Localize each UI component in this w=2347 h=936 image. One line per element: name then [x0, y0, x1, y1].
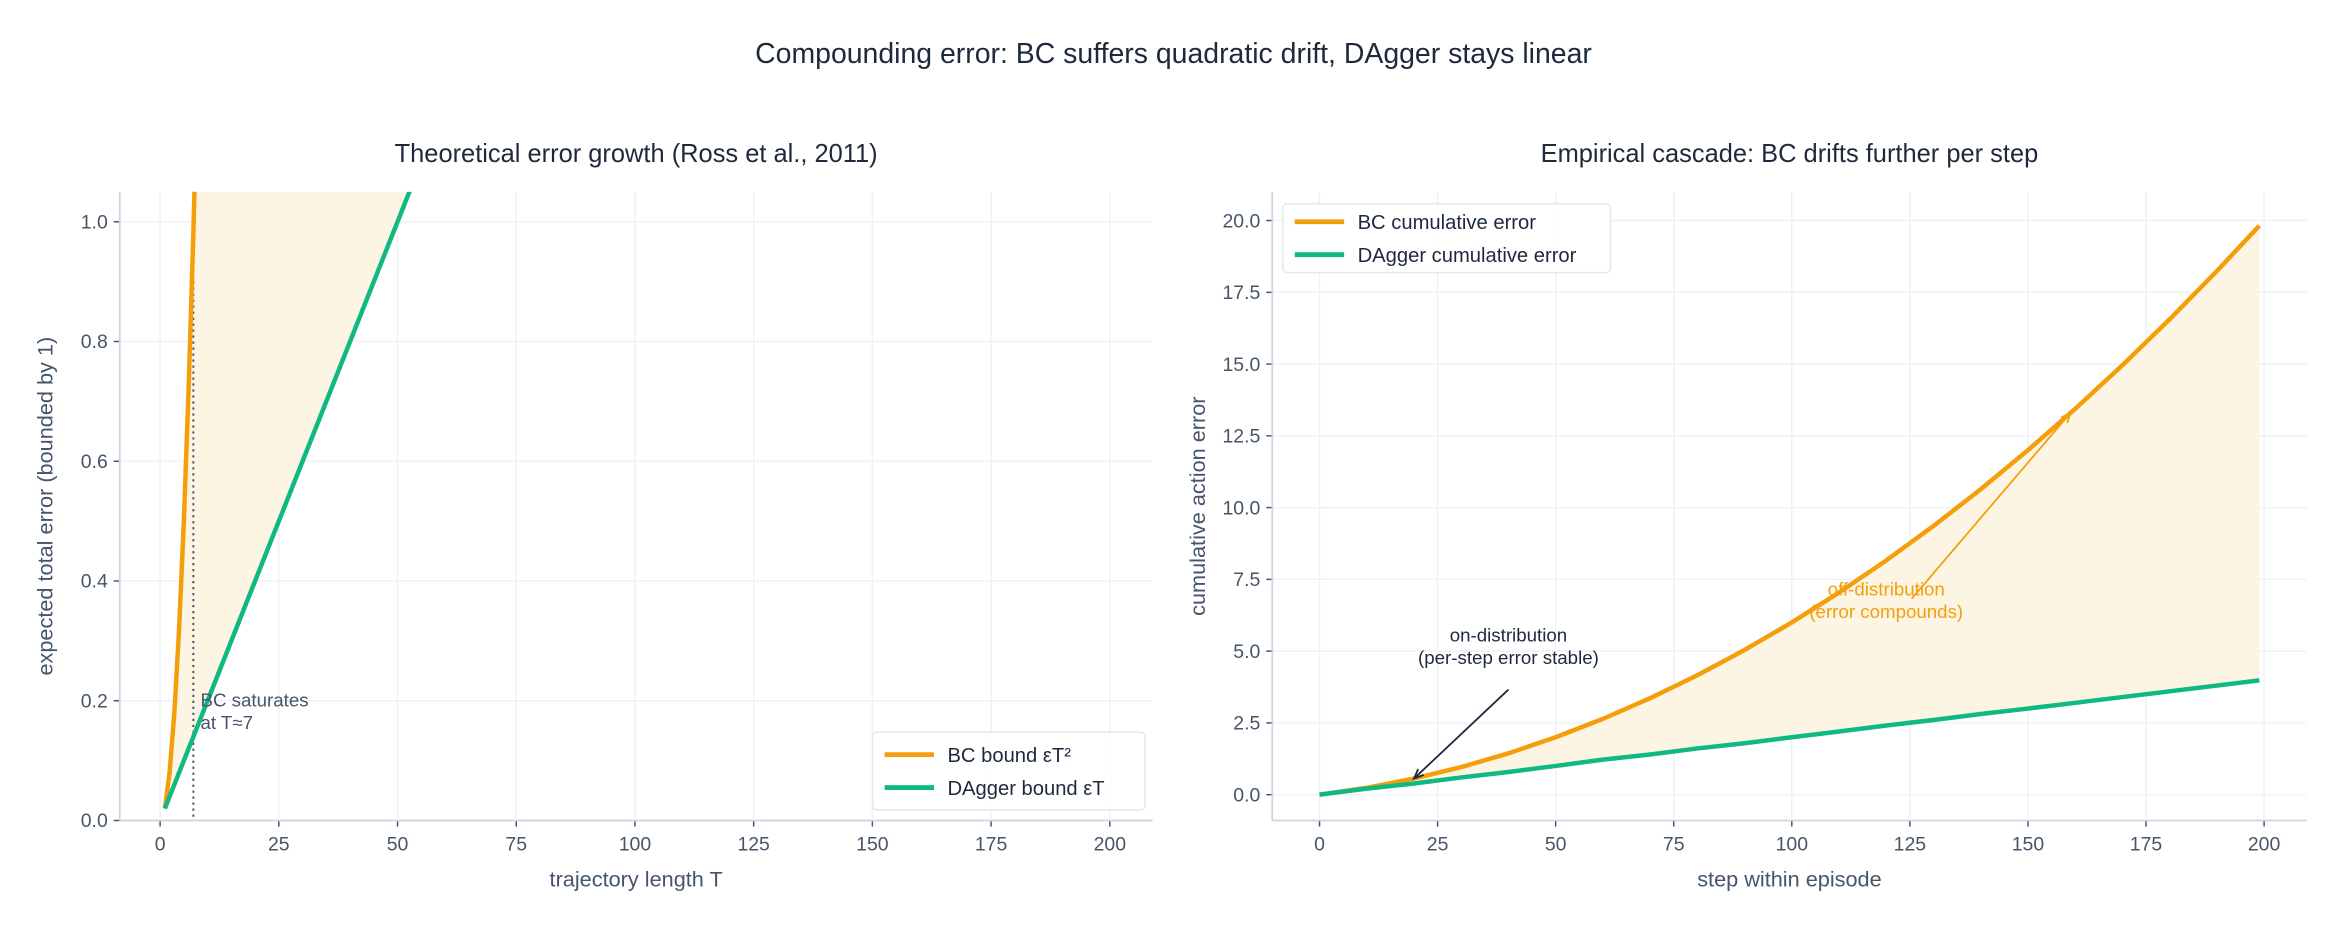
legend-label-bc: BC cumulative error	[1358, 212, 1537, 234]
y-tick-label: 17.5	[1222, 282, 1260, 304]
series-line-bc	[162, 191, 197, 809]
x-axis-label: step within episode	[1697, 866, 1881, 891]
x-tick-label: 175	[2130, 833, 2162, 855]
x-tick-label: 50	[1545, 833, 1567, 855]
annotation-arrow	[1911, 412, 2072, 600]
right-chart-empirical: Empirical cascade: BC drifts further per…	[1185, 140, 2307, 891]
x-tick-label: 50	[387, 833, 409, 855]
left-chart-theoretical: Theoretical error growth (Ross et al., 2…	[32, 140, 1153, 891]
y-tick-label: 20.0	[1222, 210, 1260, 232]
annotation-text: at T≈7	[200, 712, 253, 733]
y-tick-label: 12.5	[1222, 426, 1260, 448]
annotation-text: (per-step error stable)	[1418, 647, 1599, 668]
y-tick-label: 15.0	[1222, 354, 1260, 376]
y-tick-label: 2.5	[1233, 713, 1260, 735]
legend-box	[871, 731, 1146, 811]
x-tick-label: 200	[1094, 833, 1127, 855]
legend: BC cumulative error DAgger cumulative err…	[1282, 203, 1612, 274]
x-tick-label: 0	[155, 833, 166, 855]
x-tick-label: 175	[975, 833, 1007, 855]
y-axis-label: cumulative action error	[1185, 396, 1210, 615]
y-tick-label: 5.0	[1233, 641, 1260, 663]
x-tick-label: 0	[1314, 833, 1325, 855]
y-tick-label: 0.2	[81, 690, 108, 712]
chart-title: Theoretical error growth (Ross et al., 2…	[395, 140, 878, 168]
series-line-dagger	[162, 191, 412, 810]
annotation-arrow	[1413, 688, 1510, 780]
x-axis-label: trajectory length T	[550, 866, 723, 891]
legend: BC bound εT² DAgger bound εT	[871, 731, 1146, 811]
x-tick-label: 150	[2012, 833, 2045, 855]
legend-label-dagger: DAgger cumulative error	[1358, 245, 1577, 267]
annotation-text: (error compounds)	[1809, 601, 1963, 622]
x-tick-label: 125	[737, 833, 769, 855]
legend-label-dagger: DAgger bound εT	[947, 778, 1104, 800]
legend-label-bc: BC bound εT²	[947, 745, 1071, 767]
x-tick-label: 25	[268, 833, 290, 855]
annotation-text: off-distribution	[1828, 579, 1945, 600]
y-tick-label: 0.0	[1233, 784, 1260, 806]
x-tick-label: 100	[619, 833, 652, 855]
x-tick-label: 25	[1427, 833, 1449, 855]
y-tick-label: 0.0	[81, 810, 108, 832]
chart-title: Empirical cascade: BC drifts further per…	[1541, 140, 2039, 168]
y-tick-label: 1.0	[81, 212, 108, 234]
shaded-region-between-series	[1319, 225, 2260, 795]
x-tick-label: 150	[856, 833, 889, 855]
annotation-arrowhead	[1412, 768, 1425, 781]
y-tick-label: 0.4	[81, 571, 108, 593]
series-line-bc	[1319, 224, 2261, 797]
annotation-text: on-distribution	[1450, 625, 1567, 646]
annotation-arrowhead	[2060, 411, 2072, 424]
x-tick-label: 75	[1663, 833, 1685, 855]
x-tick-label: 75	[505, 833, 527, 855]
x-tick-label: 100	[1776, 833, 1809, 855]
y-tick-label: 7.5	[1233, 569, 1260, 591]
y-axis-label: expected total error (bounded by 1)	[32, 337, 57, 676]
y-tick-label: 0.8	[81, 331, 108, 353]
annotation-text: BC saturates	[200, 690, 308, 711]
legend-box	[1282, 203, 1612, 274]
figure-suptitle: Compounding error: BC suffers quadratic …	[755, 38, 1592, 70]
y-tick-label: 10.0	[1222, 497, 1260, 519]
series-line-dagger	[1319, 678, 2260, 797]
x-tick-label: 200	[2248, 833, 2281, 855]
x-tick-label: 125	[1894, 833, 1926, 855]
y-tick-label: 0.6	[81, 451, 108, 473]
